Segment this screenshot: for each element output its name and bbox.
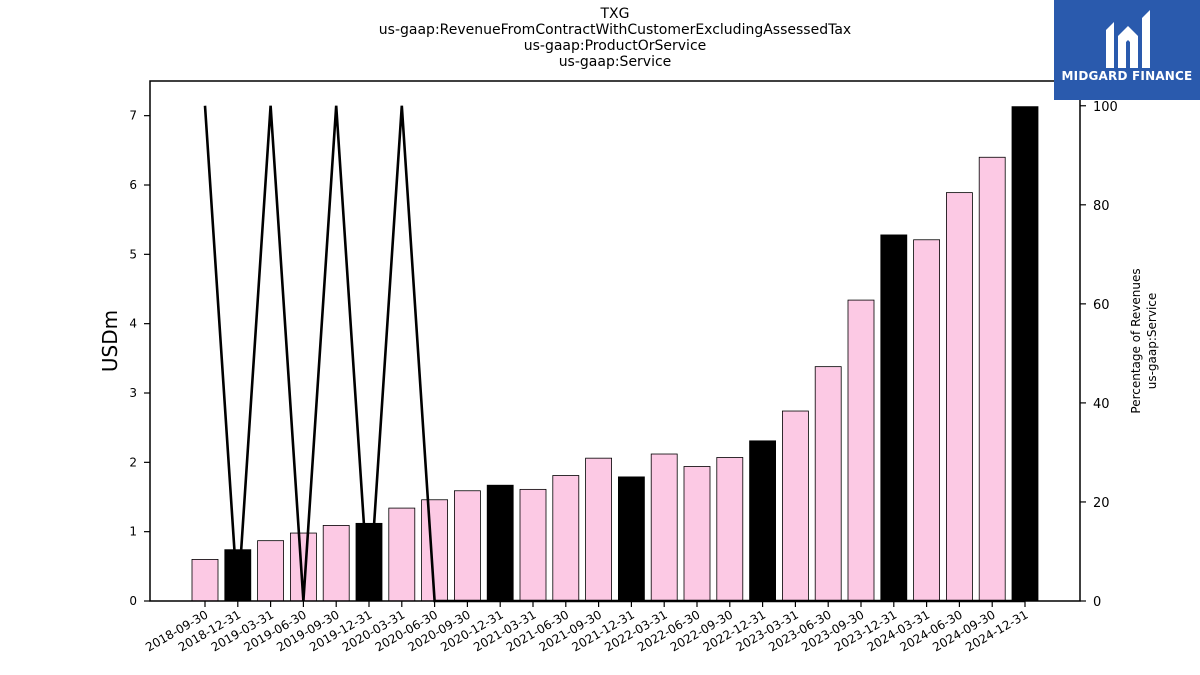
y-tick-label: 2 [129,455,137,469]
y-tick-label: 5 [129,247,137,261]
y-tick-label: 1 [129,525,137,539]
y2-axis-label-line-2: us-gaap:Service [1145,293,1159,390]
y2-tick-label: 60 [1093,298,1110,313]
logo-mark-icon [1106,10,1150,68]
midgard-finance-logo: MIDGARD FINANCE [1054,0,1200,100]
y2-tick-label: 100 [1093,100,1118,115]
y2-tick-label: 20 [1093,496,1110,511]
bar-2022-12-31 [749,440,776,602]
bar-2023-06-30 [814,366,842,602]
y-axis-label: USDm [98,310,122,372]
y2-tick-label: 0 [1093,595,1101,610]
title-line-4: us-gaap:Service [558,54,672,70]
logo-text: MIDGARD FINANCE [1061,69,1193,83]
bar-2020-09-30 [453,490,481,602]
bar-2022-09-30 [716,457,744,602]
title-line-2: us-gaap:RevenueFromContractWithCustomerE… [378,22,852,38]
bar-2024-06-30 [946,192,973,602]
bar-2022-03-31 [650,453,678,602]
bar-2019-03-31 [257,540,285,602]
bar-2020-03-31 [388,507,416,602]
bar-2023-03-31 [782,410,809,602]
y2-tick-label: 80 [1093,199,1110,214]
y2-tick-label: 40 [1093,397,1110,412]
bar-2024-03-31 [913,239,940,602]
y-tick-label: 0 [129,594,137,608]
bar-2024-09-30 [978,156,1006,602]
bar-2018-09-30 [191,559,219,602]
bar-2023-12-31 [880,234,908,602]
bar-2023-09-30 [847,299,875,602]
title-line-1: TXG [600,6,630,22]
bar-2022-06-30 [683,466,711,602]
y-tick-label: 6 [129,178,137,192]
title-line-3: us-gaap:ProductOrService [523,38,707,54]
y-tick-label: 7 [129,109,137,123]
bar-2021-12-31 [618,476,645,602]
bar-2021-06-30 [552,475,580,602]
bar-2024-12-31 [1011,106,1039,602]
y-tick-label: 3 [129,386,137,400]
y-tick-label: 4 [129,317,137,331]
chart-title: TXG us-gaap:RevenueFromContractWithCusto… [0,6,1200,70]
bar-2021-03-31 [519,488,547,602]
bar-2020-12-31 [486,484,514,602]
bar-2021-09-30 [585,457,612,602]
y2-axis-label-line-1: Percentage of Revenues [1129,268,1143,413]
bar-2019-09-30 [322,525,350,602]
plot-frame [149,80,1081,602]
